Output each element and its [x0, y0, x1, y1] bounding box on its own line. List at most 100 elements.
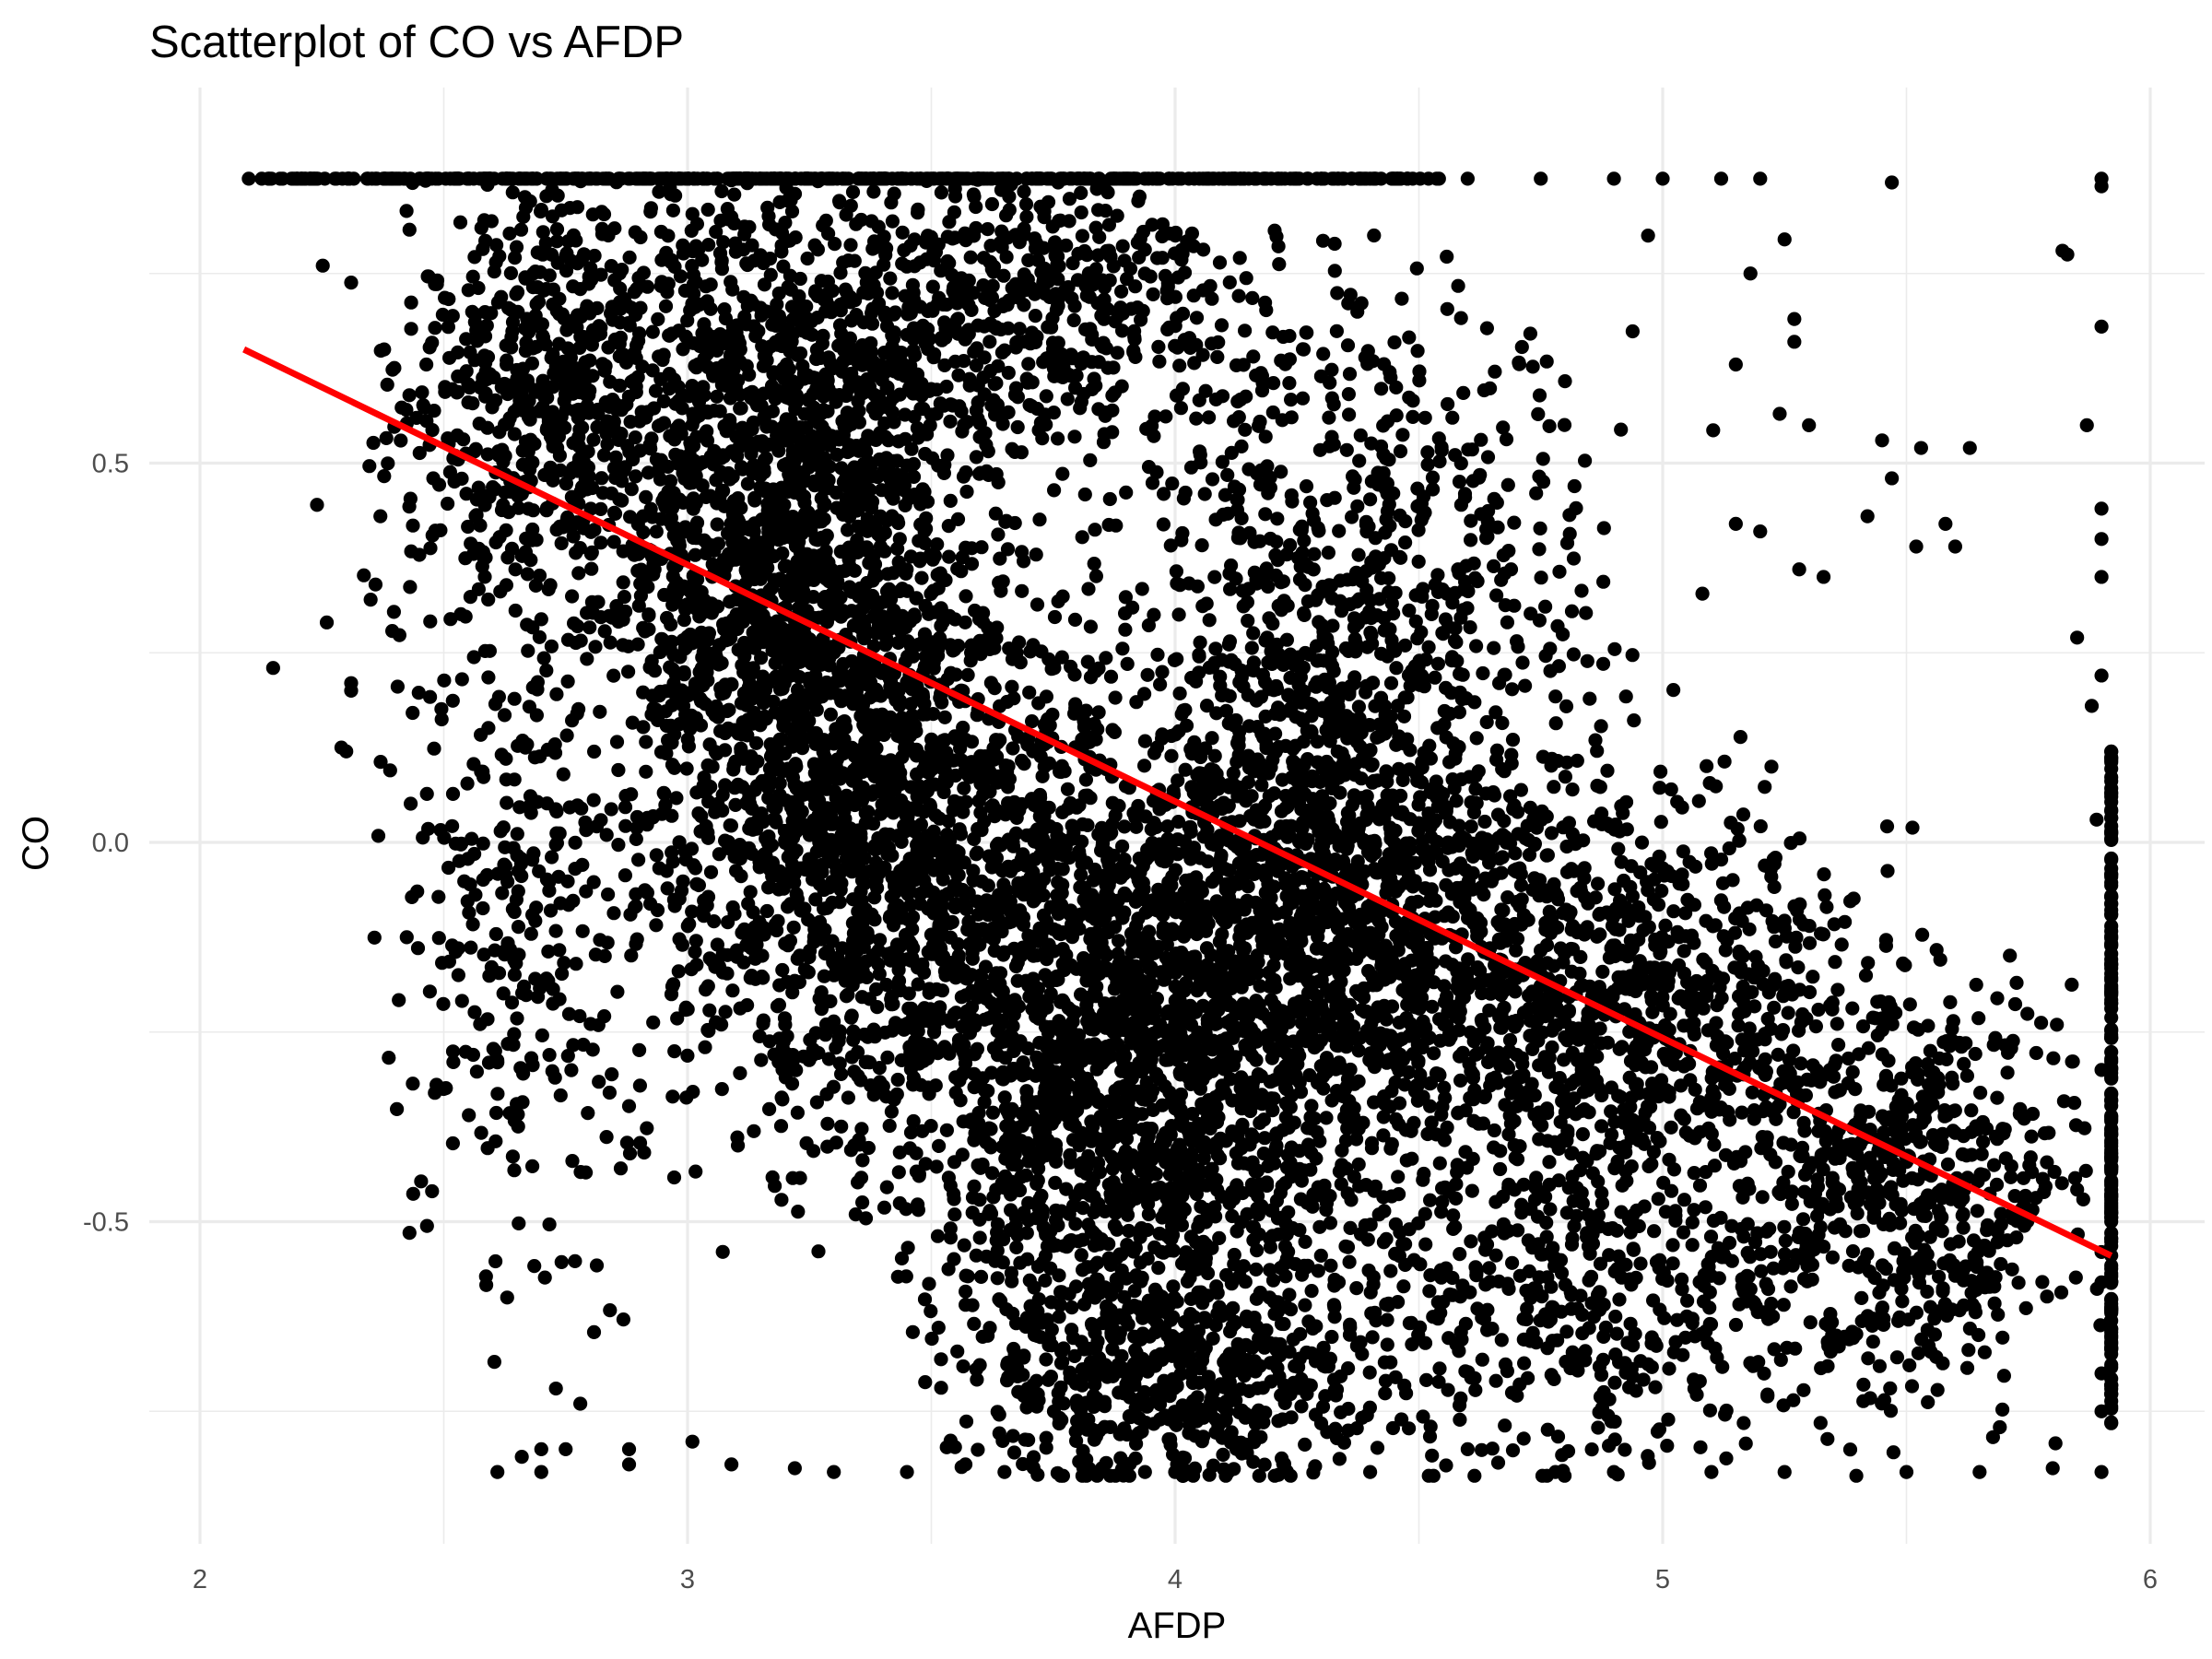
- data-point: [853, 1171, 869, 1185]
- data-point: [1091, 1156, 1106, 1171]
- data-point: [748, 394, 763, 409]
- data-point: [1219, 1267, 1234, 1283]
- data-point: [1120, 1207, 1135, 1222]
- data-point: [1030, 948, 1044, 963]
- data-point: [785, 771, 801, 785]
- data-point: [1264, 993, 1278, 1007]
- data-point: [777, 1011, 793, 1026]
- data-point: [1044, 1110, 1059, 1124]
- data-point: [665, 253, 679, 267]
- data-point: [808, 892, 823, 907]
- data-point: [787, 1461, 802, 1476]
- data-point: [906, 456, 922, 472]
- data-point: [1004, 1187, 1018, 1202]
- data-point: [932, 811, 947, 826]
- data-point: [850, 695, 865, 710]
- data-point: [653, 224, 669, 240]
- data-point: [899, 817, 913, 832]
- data-point: [935, 925, 949, 940]
- data-point: [875, 483, 889, 498]
- data-point: [772, 682, 788, 697]
- data-point: [765, 643, 780, 658]
- data-point: [1039, 851, 1053, 865]
- data-point: [884, 592, 899, 606]
- data-point: [1162, 1209, 1177, 1224]
- data-point: [811, 1244, 826, 1259]
- data-point: [810, 311, 825, 325]
- data-point: [769, 669, 783, 684]
- data-point: [1875, 433, 1889, 448]
- data-point: [742, 520, 757, 535]
- data-point: [1101, 1123, 1116, 1137]
- data-point: [963, 653, 978, 668]
- data-point: [724, 524, 738, 539]
- data-point: [723, 380, 738, 394]
- data-point: [967, 1316, 982, 1331]
- data-point: [665, 1089, 680, 1104]
- data-point: [756, 971, 771, 985]
- data-point: [617, 590, 632, 605]
- data-point: [701, 238, 716, 253]
- data-point: [1006, 835, 1020, 850]
- data-point: [1006, 741, 1020, 756]
- data-point: [947, 1006, 961, 1021]
- data-point: [636, 620, 651, 635]
- data-point: [812, 835, 827, 850]
- data-point: [806, 757, 822, 771]
- data-point: [678, 707, 693, 723]
- data-point: [1262, 1040, 1277, 1054]
- data-point: [818, 544, 833, 559]
- data-point: [1124, 1000, 1138, 1016]
- data-point: [942, 549, 957, 564]
- data-point: [834, 1119, 849, 1134]
- data-point: [1004, 1203, 1018, 1218]
- data-point: [706, 367, 721, 382]
- data-point: [1816, 570, 1831, 584]
- data-point: [861, 805, 876, 819]
- data-point: [779, 390, 794, 405]
- data-point: [665, 634, 679, 649]
- data-point: [797, 406, 812, 421]
- data-point: [652, 184, 666, 199]
- data-point: [756, 359, 771, 373]
- data-point: [939, 1123, 954, 1137]
- data-point: [909, 1164, 924, 1179]
- data-point: [917, 535, 933, 551]
- data-point: [922, 1277, 936, 1291]
- data-point: [922, 606, 936, 621]
- data-point: [1460, 1441, 1475, 1456]
- data-point: [854, 917, 869, 932]
- data-point: [734, 744, 748, 759]
- data-point: [959, 589, 973, 604]
- data-point: [1087, 557, 1101, 571]
- data-point: [639, 489, 653, 505]
- data-point: [700, 825, 715, 840]
- data-point: [850, 545, 865, 560]
- data-point: [832, 195, 847, 210]
- data-point: [889, 1087, 904, 1101]
- data-point: [1094, 959, 1109, 974]
- data-point: [993, 966, 1008, 981]
- data-point: [866, 639, 881, 653]
- data-point: [760, 835, 775, 851]
- data-point: [810, 288, 825, 303]
- data-point: [1022, 685, 1037, 700]
- data-point: [994, 769, 1009, 783]
- data-point: [906, 469, 922, 484]
- data-point: [924, 1119, 938, 1134]
- data-point: [695, 478, 710, 493]
- data-point: [1015, 583, 1030, 598]
- data-point: [866, 841, 881, 856]
- data-point: [997, 1465, 1012, 1479]
- data-point: [792, 554, 807, 569]
- data-point: [828, 237, 842, 252]
- data-point: [686, 491, 701, 506]
- data-point: [1131, 866, 1146, 882]
- data-point: [877, 770, 892, 784]
- data-point: [766, 367, 781, 382]
- data-point: [903, 1062, 919, 1077]
- data-point: [1019, 828, 1034, 843]
- data-point: [710, 171, 724, 186]
- data-point: [1040, 1239, 1055, 1253]
- data-point: [645, 688, 660, 703]
